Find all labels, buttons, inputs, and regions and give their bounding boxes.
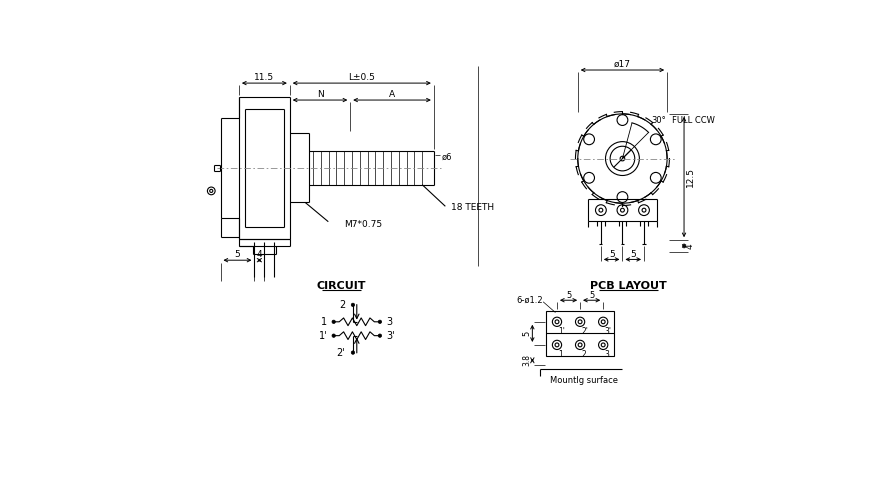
Circle shape — [617, 114, 628, 126]
Circle shape — [578, 343, 582, 347]
Circle shape — [578, 114, 668, 203]
Text: ø17: ø17 — [614, 60, 631, 69]
Circle shape — [207, 187, 215, 195]
Circle shape — [351, 351, 355, 354]
Circle shape — [620, 156, 625, 161]
Circle shape — [621, 208, 625, 212]
Text: 5: 5 — [608, 250, 615, 258]
Text: A: A — [389, 90, 395, 99]
Circle shape — [575, 317, 585, 326]
Text: 5: 5 — [589, 291, 594, 300]
Text: M7*0.75: M7*0.75 — [344, 220, 382, 228]
Circle shape — [617, 205, 628, 216]
Circle shape — [555, 320, 559, 324]
Circle shape — [599, 317, 607, 326]
Text: 1: 1 — [322, 317, 328, 327]
Text: 11.5: 11.5 — [254, 73, 274, 82]
Circle shape — [378, 334, 382, 338]
Text: 3: 3 — [605, 350, 609, 360]
Text: 18 TEETH: 18 TEETH — [451, 204, 494, 212]
Circle shape — [606, 142, 640, 176]
Text: 2': 2' — [582, 327, 589, 336]
Text: 5: 5 — [235, 250, 240, 260]
Text: Mountlg surface: Mountlg surface — [550, 376, 618, 386]
Text: 3: 3 — [386, 317, 392, 327]
Circle shape — [601, 320, 605, 324]
Text: PCB LAYOUT: PCB LAYOUT — [590, 280, 667, 290]
Circle shape — [610, 146, 634, 171]
Text: L±0.5: L±0.5 — [349, 73, 375, 82]
Circle shape — [578, 320, 582, 324]
Text: 1': 1' — [319, 330, 328, 340]
Circle shape — [351, 303, 355, 306]
Circle shape — [378, 320, 382, 324]
Text: 5: 5 — [522, 330, 531, 336]
Text: 4: 4 — [256, 250, 263, 260]
Text: 2': 2' — [337, 348, 345, 358]
Text: 3': 3' — [386, 330, 394, 340]
Circle shape — [583, 172, 594, 183]
Text: 1: 1 — [558, 350, 564, 360]
Circle shape — [599, 208, 603, 212]
Text: ø6: ø6 — [442, 152, 452, 162]
Circle shape — [575, 340, 585, 349]
Text: 2: 2 — [339, 300, 345, 310]
Text: 12.5: 12.5 — [685, 167, 694, 187]
Circle shape — [617, 192, 628, 202]
Text: CIRCUIT: CIRCUIT — [316, 280, 366, 290]
Circle shape — [210, 190, 213, 192]
Text: 5: 5 — [631, 250, 636, 258]
Circle shape — [650, 134, 661, 144]
Circle shape — [599, 340, 607, 349]
Text: 6-ø1.2: 6-ø1.2 — [516, 296, 543, 304]
Text: 5: 5 — [566, 291, 571, 300]
Text: 2: 2 — [582, 350, 586, 360]
Text: 3': 3' — [605, 327, 612, 336]
Circle shape — [583, 134, 594, 144]
Circle shape — [332, 334, 335, 338]
Circle shape — [596, 205, 607, 216]
Circle shape — [601, 343, 605, 347]
Circle shape — [552, 340, 562, 349]
Text: FULL CCW: FULL CCW — [673, 116, 715, 124]
Circle shape — [552, 317, 562, 326]
Text: N: N — [316, 90, 323, 99]
Circle shape — [555, 343, 559, 347]
Circle shape — [642, 208, 646, 212]
Text: 30°: 30° — [651, 116, 667, 124]
Circle shape — [639, 205, 650, 216]
Text: 1': 1' — [558, 327, 565, 336]
Circle shape — [332, 320, 335, 324]
Bar — [547, 311, 614, 356]
Text: 3.8: 3.8 — [522, 354, 531, 366]
Circle shape — [650, 172, 661, 183]
Text: 4: 4 — [685, 243, 694, 249]
